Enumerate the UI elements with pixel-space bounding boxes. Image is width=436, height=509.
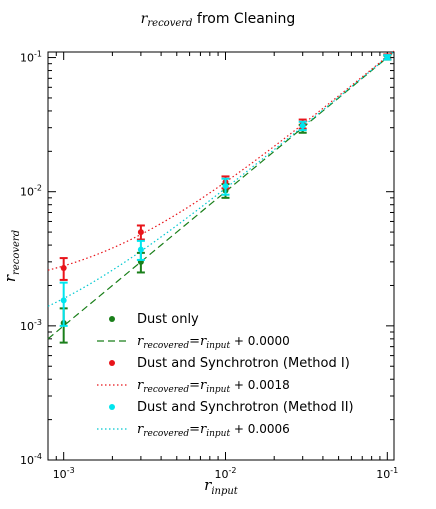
- legend-marker-2: [109, 404, 115, 410]
- legend-marker-0: [109, 316, 115, 322]
- chart-title: rrecoverd from Cleaning: [141, 11, 296, 29]
- legend-marker-1: [109, 360, 115, 366]
- legend-label-2: Dust and Synchrotron (Method II): [137, 400, 354, 415]
- data-point-2-2: [222, 183, 229, 190]
- data-point-2-0: [60, 297, 67, 304]
- legend-label-1: Dust and Synchrotron (Method I): [137, 356, 350, 371]
- y-tick-label: 10-4: [20, 452, 42, 467]
- y-tick-label: 10-2: [20, 184, 42, 199]
- x-tick-label: 10-2: [214, 466, 236, 481]
- legend-label-0: Dust only: [137, 312, 199, 327]
- fit-line-2: [47, 51, 395, 307]
- y-axis-ticks: 10-4 10-3 10-2 10-1: [20, 50, 394, 467]
- data-point-2-1: [137, 246, 144, 253]
- data-point-1-0: [60, 264, 67, 271]
- data-markers: [59, 53, 392, 344]
- data-point-1-1: [137, 229, 144, 236]
- fit-line-1: [47, 50, 395, 271]
- y-tick-label: 10-1: [20, 50, 42, 65]
- fit-line-0: [47, 51, 395, 340]
- data-point-2-4: [384, 54, 391, 61]
- x-tick-label: 10-3: [53, 466, 75, 481]
- legend-fit-label-1: rrecovered=rinput + 0.0018: [137, 378, 290, 395]
- y-axis-label: rrecoverd: [1, 230, 22, 282]
- data-point-2-3: [299, 122, 306, 129]
- fit-lines: [47, 50, 395, 340]
- legend-fit-label-0: rrecovered=rinput + 0.0000: [137, 334, 290, 351]
- legend-fit-label-2: rrecovered=rinput + 0.0006: [137, 422, 290, 439]
- x-axis-ticks: 10-3 10-2 10-1: [47, 52, 398, 481]
- legend: Dust only rrecovered=rinput + 0.0000 Dust …: [97, 312, 354, 439]
- x-tick-label: 10-1: [376, 466, 398, 481]
- x-axis-label: rinput: [204, 476, 239, 497]
- y-tick-label: 10-3: [20, 318, 42, 333]
- plot-frame: [47, 51, 395, 461]
